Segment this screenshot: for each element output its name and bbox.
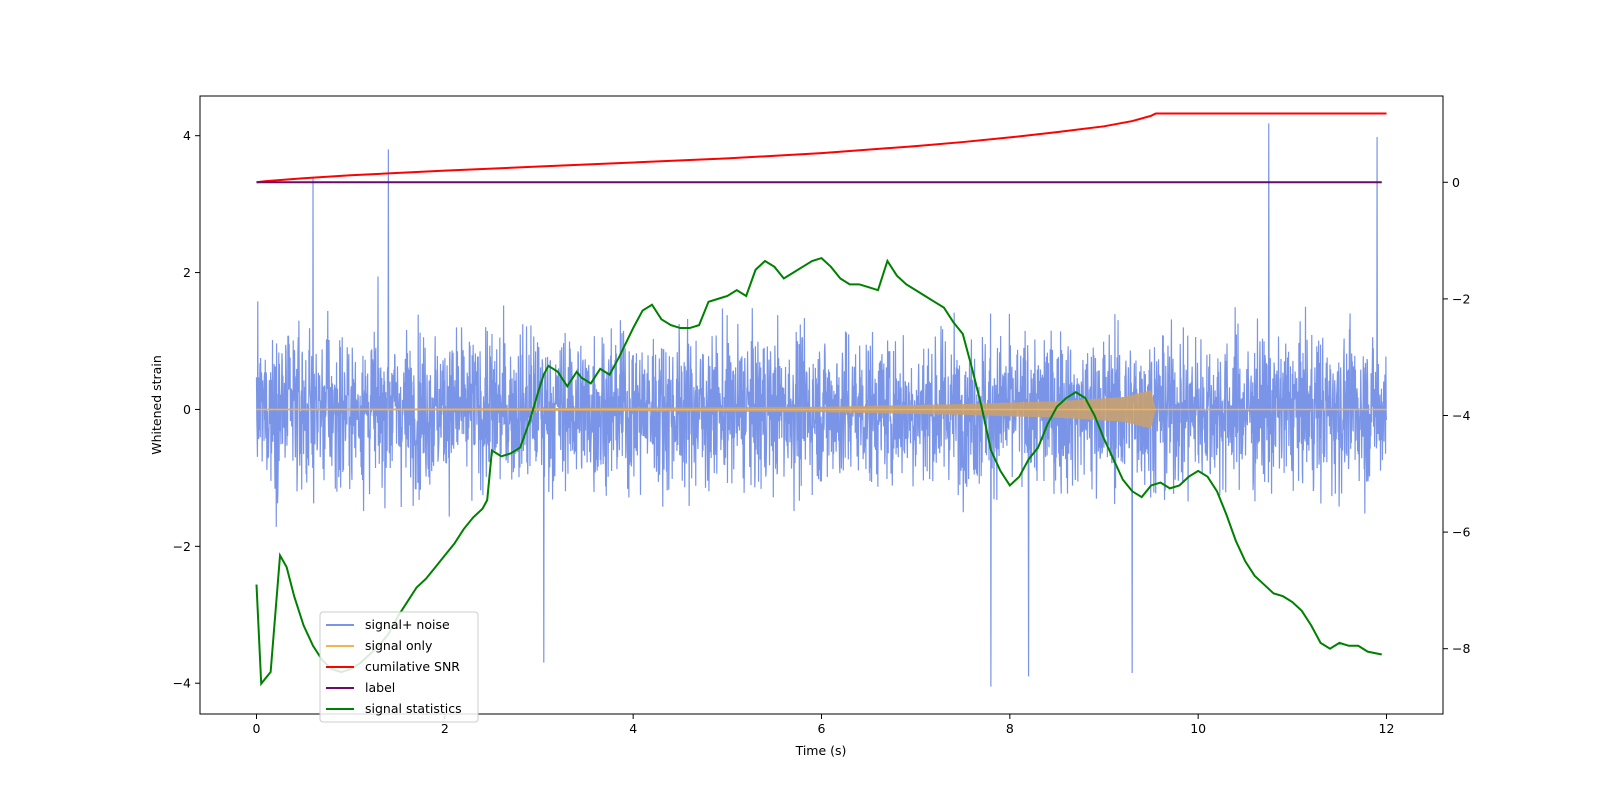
signal-statistics-line — [255, 256, 1382, 687]
x-tick-label: 4 — [629, 721, 637, 736]
x-tick-label: 12 — [1379, 721, 1395, 736]
x-tick-label: 6 — [818, 721, 826, 736]
legend-label-signal-only: signal only — [365, 638, 433, 653]
y2-tick-label: −4 — [1452, 408, 1470, 423]
legend-label-signal-noise: signal+ noise — [365, 617, 450, 632]
cumilative-snr-line — [256, 112, 1387, 184]
signal-noise-line — [255, 123, 1388, 687]
y-tick-label: 2 — [183, 265, 191, 280]
legend-box — [319, 611, 479, 723]
y2-tick-label: −2 — [1452, 291, 1470, 306]
legend: signal+ noise signal only cumilative SNR… — [319, 611, 479, 723]
x-tick-label: 0 — [253, 721, 261, 736]
y2-tick-label: −6 — [1452, 525, 1470, 540]
x-axis-label: Time (s) — [795, 743, 847, 758]
y2-tick-label: 0 — [1452, 175, 1460, 190]
y-tick-label: −2 — [173, 539, 191, 554]
y-axis-label: Whitened strain — [149, 355, 164, 454]
legend-label-signal-statistics: signal statistics — [365, 701, 462, 716]
y2-axis-ticks: −8 −6 −4 −2 0 — [1443, 175, 1470, 656]
x-tick-label: 2 — [441, 721, 449, 736]
y-tick-label: 4 — [183, 128, 191, 143]
y-tick-label: −4 — [173, 676, 191, 691]
y2-tick-label: −8 — [1452, 641, 1470, 656]
y-tick-label: 0 — [183, 402, 191, 417]
x-tick-label: 8 — [1006, 721, 1014, 736]
legend-label-label: label — [365, 680, 395, 695]
y-axis-ticks: −4 −2 0 2 4 — [173, 128, 200, 691]
series-layer — [255, 112, 1388, 687]
legend-label-cumilative-snr: cumilative SNR — [365, 659, 460, 674]
x-tick-label: 10 — [1190, 721, 1206, 736]
